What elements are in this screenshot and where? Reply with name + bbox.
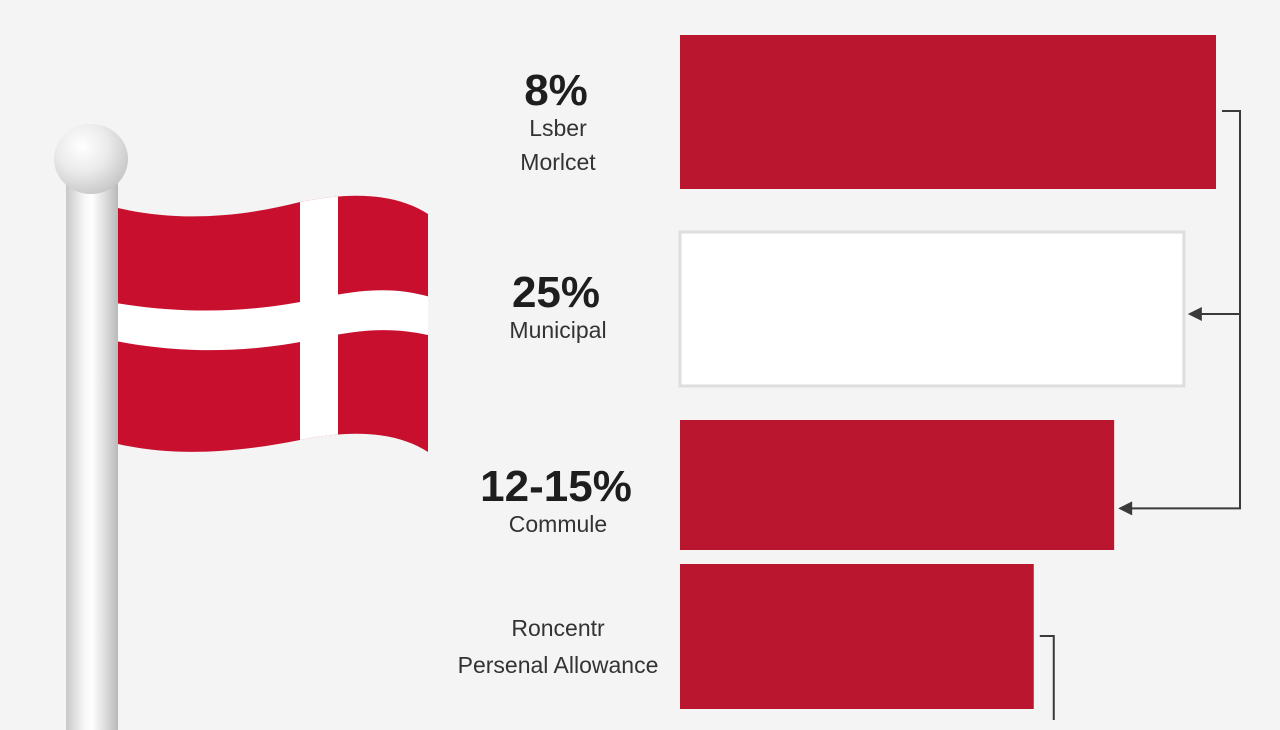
connector-bracket-allowance xyxy=(1039,635,1055,720)
arrowhead-commule xyxy=(1118,501,1133,516)
denmark-flag xyxy=(118,195,428,452)
value-label-3: 12-15% xyxy=(480,462,632,511)
bar-3 xyxy=(680,420,1115,550)
value-label-1: 8% xyxy=(524,66,588,115)
category-label-1-line-2: Morlcet xyxy=(520,149,596,175)
bar-1 xyxy=(680,35,1216,189)
flagpole xyxy=(66,170,118,730)
category-label-2-line-1: Municipal xyxy=(509,317,606,343)
bars xyxy=(678,35,1216,709)
category-label-3-line-1: Commule xyxy=(509,511,607,537)
category-label-4-line-1: Roncentr xyxy=(511,615,605,641)
bar-labels: 8%Lsber Morlcet 25%Municipal 12-15%Commule R… xyxy=(458,66,659,678)
flag-cross-horizontal xyxy=(118,290,428,351)
category-label-1-line-1: Lsber xyxy=(529,115,587,141)
value-label-2: 25% xyxy=(512,268,600,317)
arrowhead-municipal xyxy=(1187,307,1202,321)
flagpole-finial xyxy=(54,124,128,194)
connector-bracket-main xyxy=(1120,110,1241,510)
bar-4 xyxy=(680,564,1034,709)
category-label-4-line-2: Persenal Allowance xyxy=(458,652,659,678)
bar-2 xyxy=(678,230,1186,388)
connector-lines xyxy=(1039,110,1241,720)
